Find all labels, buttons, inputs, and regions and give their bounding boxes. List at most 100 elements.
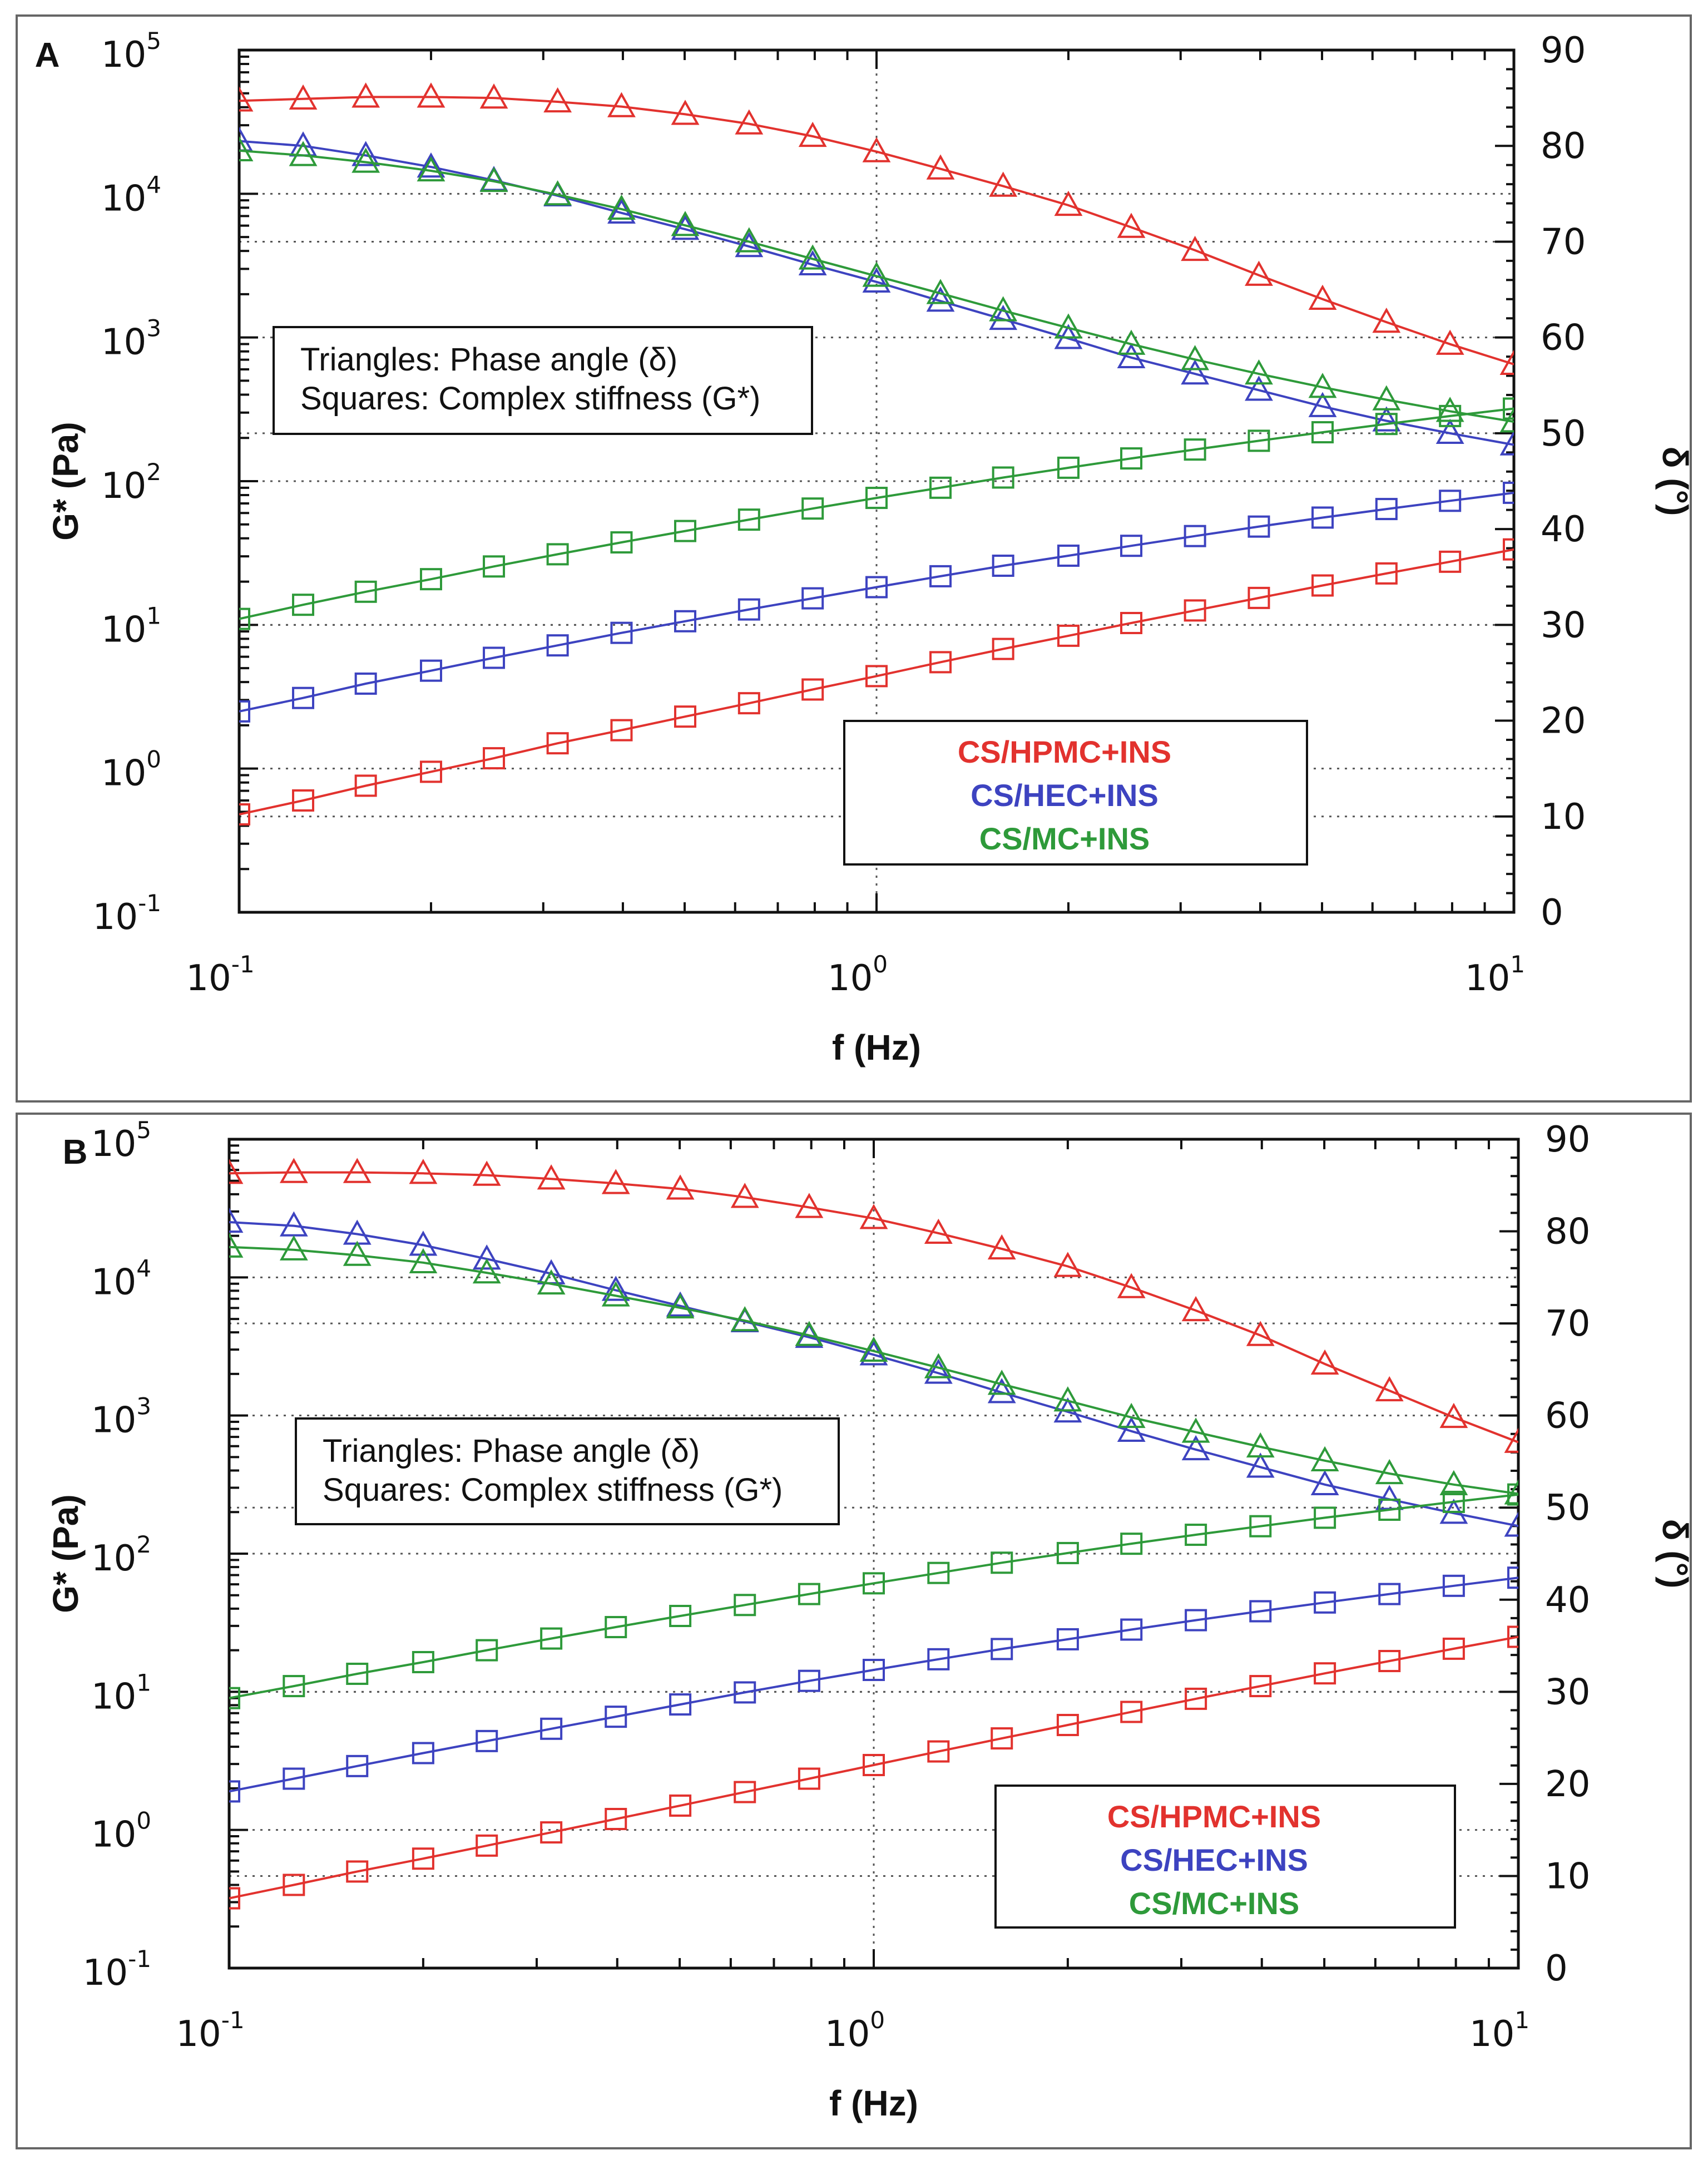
y-left-tick-label: 104 (91, 1254, 151, 1303)
legend-entry: CS/HEC+INS (1120, 1842, 1308, 1877)
y-right-tick-label: 10 (1545, 1856, 1590, 1897)
data-point-square (1314, 1506, 1336, 1529)
data-point-square (669, 1604, 692, 1627)
x-tick-exponent: 0 (870, 2006, 885, 2034)
data-point-square (798, 1767, 820, 1790)
data-point-triangle (1439, 1470, 1468, 1495)
data-point-square (292, 789, 315, 812)
series-square-cs-hpmc-ins (229, 1625, 1518, 1910)
data-point-triangle (924, 1353, 953, 1378)
x-tick-base: 10 (176, 2014, 221, 2055)
data-point-square (1442, 1490, 1465, 1513)
series-square-cs-mc-ins (229, 1483, 1518, 1709)
data-point-triangle (989, 171, 1018, 197)
series-line (229, 1221, 1518, 1528)
y-right-tick-label: 80 (1545, 1212, 1590, 1253)
series-line (229, 1493, 1518, 1699)
data-point-triangle (1499, 407, 1514, 433)
data-point-triangle (730, 1183, 759, 1208)
y-left-tick-exponent: -1 (128, 1945, 151, 1973)
data-point-square (1120, 1701, 1143, 1723)
data-point-triangle (798, 250, 827, 275)
data-point-square (419, 760, 442, 783)
series-line (229, 1171, 1518, 1444)
series-line (239, 407, 1514, 620)
data-point-square (863, 1753, 885, 1776)
data-point-square (1503, 538, 1514, 561)
data-point-square (546, 543, 569, 566)
data-point-square (865, 487, 888, 510)
data-point-square (1247, 586, 1270, 609)
data-point-triangle (730, 1306, 759, 1332)
y-left-tick-exponent: 2 (136, 1531, 151, 1558)
data-point-square (1056, 1541, 1079, 1564)
data-point-square (1184, 525, 1206, 547)
data-point-square (1375, 562, 1398, 585)
data-point-triangle (926, 154, 955, 180)
data-point-triangle (479, 83, 508, 109)
data-point-square (798, 1583, 820, 1605)
data-point-square (927, 1648, 950, 1670)
data-point-square (546, 732, 569, 755)
data-point-square (1503, 481, 1514, 504)
data-point-square (1442, 1574, 1465, 1597)
data-point-triangle (1245, 260, 1273, 286)
y-left-tick-label: 104 (101, 171, 161, 219)
legend: CS/HPMC+INS CS/HEC+INS CS/MC+INS (843, 720, 1308, 866)
data-point-square (929, 476, 952, 499)
data-point-triangle (1375, 1459, 1404, 1485)
y-right-tick-label: 50 (1541, 413, 1586, 454)
legend-border (843, 720, 1308, 866)
y-left-tick-base: 10 (91, 1538, 136, 1579)
data-point-triangle (343, 1240, 372, 1266)
data-point-square (283, 1874, 305, 1896)
data-point-triangle (1310, 1446, 1339, 1471)
data-point-square (991, 1727, 1013, 1750)
data-point-triangle (409, 1248, 438, 1274)
data-point-square (1056, 1714, 1079, 1737)
y-right-tick-label: 60 (1541, 318, 1586, 359)
data-point-triangle (409, 1159, 438, 1184)
data-point-square (540, 1627, 563, 1650)
y-left-tick-exponent: 0 (136, 1807, 151, 1835)
y-left-tick-exponent: 1 (136, 1669, 151, 1696)
data-point-triangle (1245, 375, 1273, 401)
data-point-triangle (472, 1160, 501, 1186)
y-right-tick-label: 70 (1545, 1303, 1590, 1345)
data-point-square (1057, 544, 1080, 567)
data-point-square (1439, 550, 1462, 573)
series-line (229, 1576, 1518, 1793)
x-tick-exponent: -1 (221, 2006, 245, 2034)
data-point-square (1120, 535, 1143, 557)
chart-panel-b: 10-1 100 10110-110010110210310410501020304… (16, 1113, 1695, 2149)
data-point-square (354, 672, 377, 695)
data-point-square (412, 1847, 434, 1870)
legend-border (994, 1785, 1456, 1929)
data-point-square (483, 747, 506, 770)
data-point-square (1120, 1533, 1143, 1555)
data-point-square (354, 580, 377, 603)
data-point-triangle (472, 1258, 501, 1284)
data-point-square (483, 646, 506, 669)
x-tick-base: 10 (825, 2014, 870, 2055)
data-point-square (476, 1639, 498, 1662)
axis-ticks (238, 49, 1514, 913)
data-point-square (1184, 599, 1206, 622)
data-point-square (1378, 1583, 1401, 1605)
series-line (239, 491, 1514, 713)
data-point-triangle (607, 92, 636, 117)
data-point-square (929, 651, 952, 674)
data-point-triangle (1181, 345, 1210, 370)
data-point-square (863, 1659, 885, 1682)
data-point-square (605, 1616, 627, 1639)
data-point-square (1439, 404, 1462, 427)
data-point-triangle (989, 296, 1018, 322)
data-point-triangle (607, 194, 636, 220)
data-point-triangle (417, 156, 445, 182)
y-left-tick-exponent: -1 (138, 889, 161, 917)
data-point-triangle (279, 1158, 308, 1183)
series-line (239, 149, 1514, 423)
series-triangle-cs-mc-ins (229, 1232, 1518, 1505)
data-point-square (239, 803, 250, 826)
